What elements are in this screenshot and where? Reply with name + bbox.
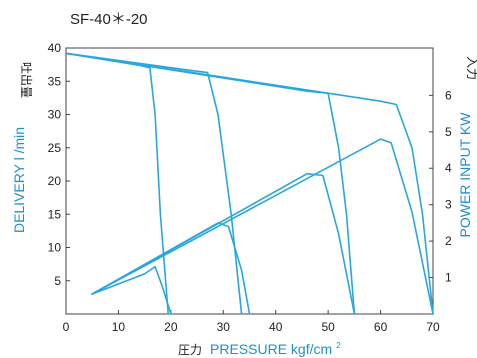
y-left-label-en: DELIVERY l /min — [11, 127, 27, 233]
delivery-curve-3 — [65, 52, 356, 315]
y-right-tick-label: 1 — [445, 271, 452, 285]
power-curve-3 — [91, 172, 356, 315]
x-tick-label: 0 — [63, 320, 70, 334]
delivery-curve-1 — [65, 52, 169, 315]
left-axis-ticks: 5 10 15 20 25 30 35 40 — [48, 41, 70, 288]
x-tick-label: 40 — [269, 320, 283, 334]
y-left-tick-label: 10 — [48, 241, 62, 255]
y-right-tick-label: 5 — [445, 125, 452, 139]
y-left-tick-label: 30 — [48, 108, 62, 122]
y-left-tick-label: 40 — [48, 41, 62, 55]
power-curve-2 — [91, 222, 251, 315]
x-axis-label-sup: 2 — [336, 341, 341, 350]
y-right-label-jp: 入力 — [465, 56, 477, 80]
x-axis-label-jp: 圧力 — [178, 343, 202, 357]
performance-curves — [65, 52, 434, 315]
y-left-tick-label: 35 — [48, 74, 62, 88]
y-right-tick-label: 2 — [445, 234, 452, 248]
y-left-label-jp: 吐出量 — [19, 62, 33, 98]
x-axis-label-en: PRESSURE kgf/cm — [210, 341, 332, 357]
power-curve-1 — [91, 265, 172, 315]
plot-frame — [65, 47, 434, 315]
right-axis-ticks: 1 2 3 4 5 6 — [429, 88, 452, 285]
y-left-tick-label: 5 — [54, 274, 61, 288]
delivery-curve-2 — [65, 52, 243, 315]
x-tick-label: 60 — [374, 320, 388, 334]
x-tick-label: 50 — [321, 320, 335, 334]
power-curve-4 — [91, 138, 434, 315]
y-right-label: POWER INPUT KW — [457, 112, 473, 238]
x-axis-label: 圧力 PRESSURE kgf/cm 2 — [178, 341, 341, 358]
y-right-tick-label: 4 — [445, 161, 452, 175]
chart-title: SF-40＊-20 — [70, 11, 148, 28]
y-left-tick-label: 20 — [48, 174, 62, 188]
y-right-label-en: POWER INPUT KW — [457, 112, 473, 238]
y-left-tick-label: 25 — [48, 141, 62, 155]
x-tick-label: 70 — [426, 320, 440, 334]
y-left-tick-label: 15 — [48, 207, 62, 221]
x-axis-ticks: 0 10 20 30 40 50 60 70 — [63, 310, 440, 334]
y-right-tick-label: 3 — [445, 198, 452, 212]
x-tick-label: 20 — [164, 320, 178, 334]
y-left-label: DELIVERY l /min — [11, 127, 27, 233]
y-right-tick-label: 6 — [445, 88, 452, 102]
x-tick-label: 10 — [112, 320, 126, 334]
x-tick-label: 30 — [217, 320, 231, 334]
delivery-curve-4 — [65, 52, 434, 315]
